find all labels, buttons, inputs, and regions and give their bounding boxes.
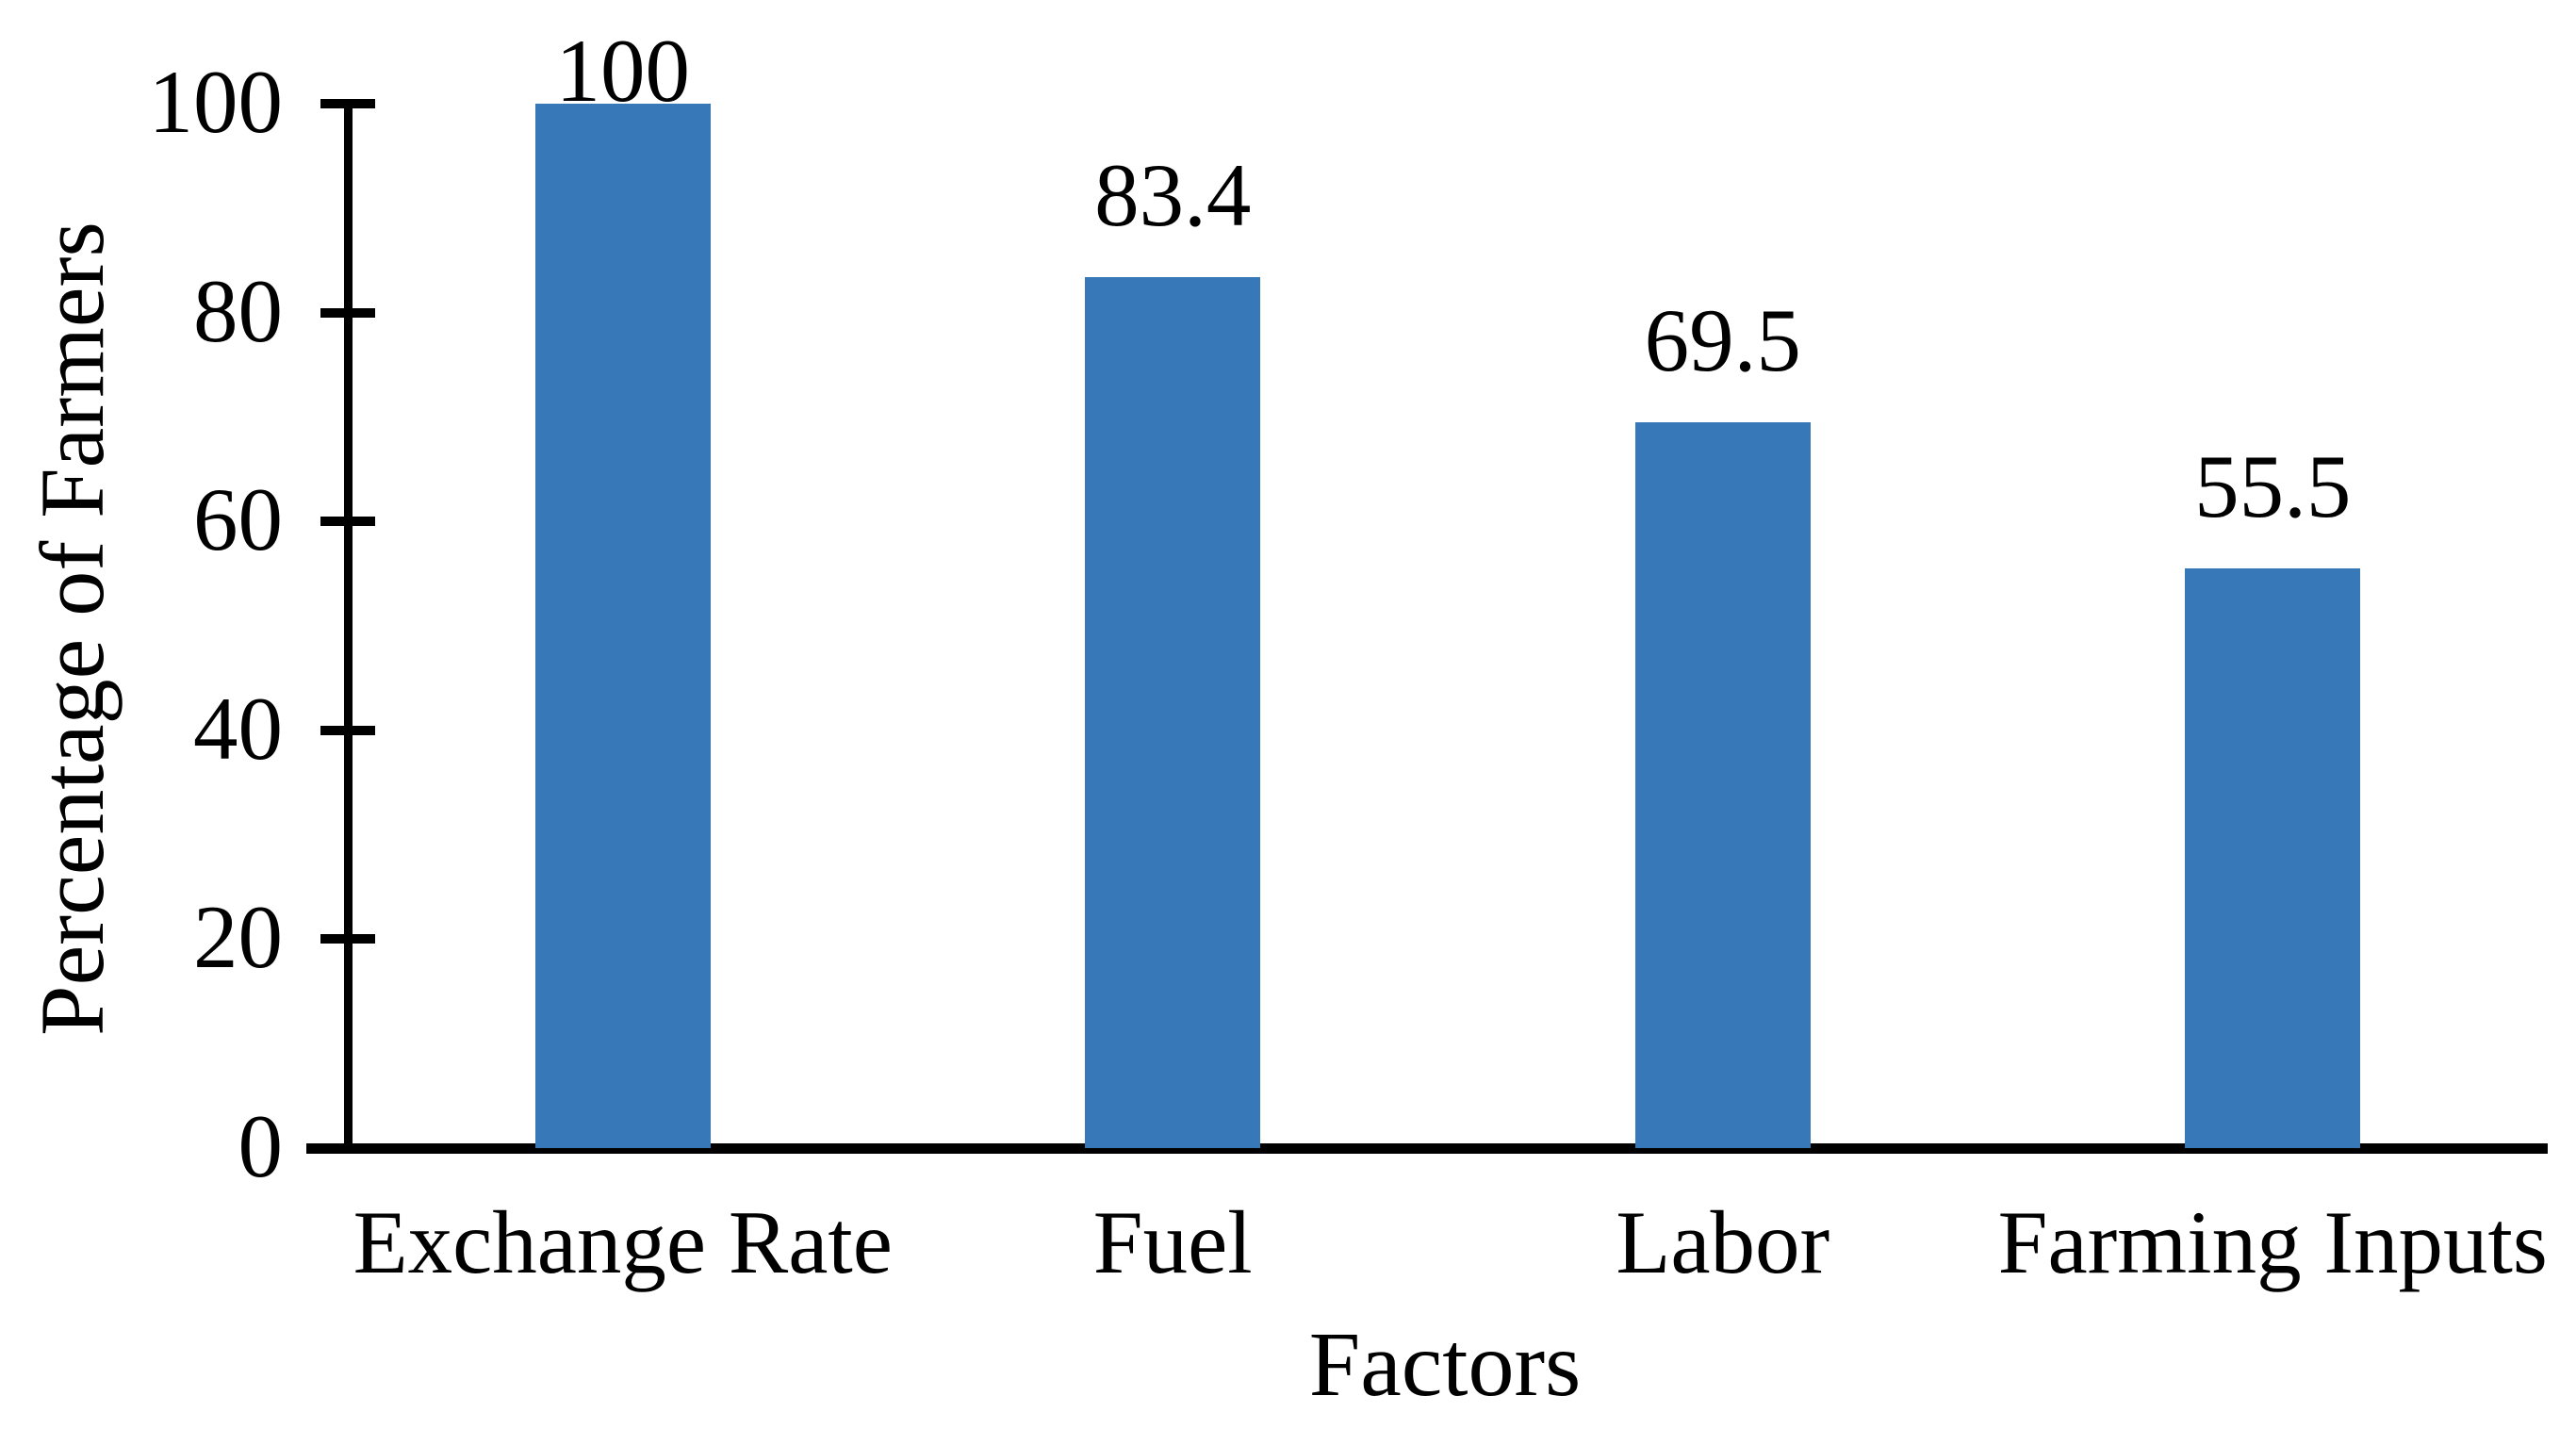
y-tick-label: 20	[193, 887, 283, 988]
x-category-label: Farming Inputs	[1997, 1192, 2548, 1292]
y-tick-label: 60	[193, 469, 283, 570]
bar	[1634, 421, 1811, 1148]
y-tick-mark	[320, 99, 375, 108]
y-tick-mark	[320, 1143, 375, 1153]
y-tick-mark	[320, 517, 375, 527]
bar	[534, 104, 711, 1148]
y-tick-mark	[320, 307, 375, 318]
bar	[1085, 276, 1261, 1148]
y-tick-mark	[320, 725, 375, 735]
x-axis-title: Factors	[1308, 1314, 1582, 1416]
y-tick-label: 80	[193, 260, 283, 361]
bar-value-label: 100	[555, 21, 691, 121]
x-category-label: Labor	[1616, 1192, 1830, 1292]
y-tick-label: 100	[148, 52, 284, 152]
x-category-label: Exchange Rate	[353, 1192, 893, 1292]
bar-value-label: 55.5	[2194, 436, 2352, 537]
y-tick-mark	[320, 934, 375, 944]
bar-value-label: 69.5	[1644, 289, 1801, 390]
x-category-label: Fuel	[1092, 1192, 1253, 1292]
y-tick-label: 0	[238, 1096, 284, 1196]
x-axis-line	[306, 1143, 2548, 1154]
bar	[2185, 568, 2361, 1148]
bar-value-label: 83.4	[1094, 144, 1252, 245]
y-tick-label: 40	[193, 678, 283, 779]
y-axis-line	[344, 99, 353, 1148]
